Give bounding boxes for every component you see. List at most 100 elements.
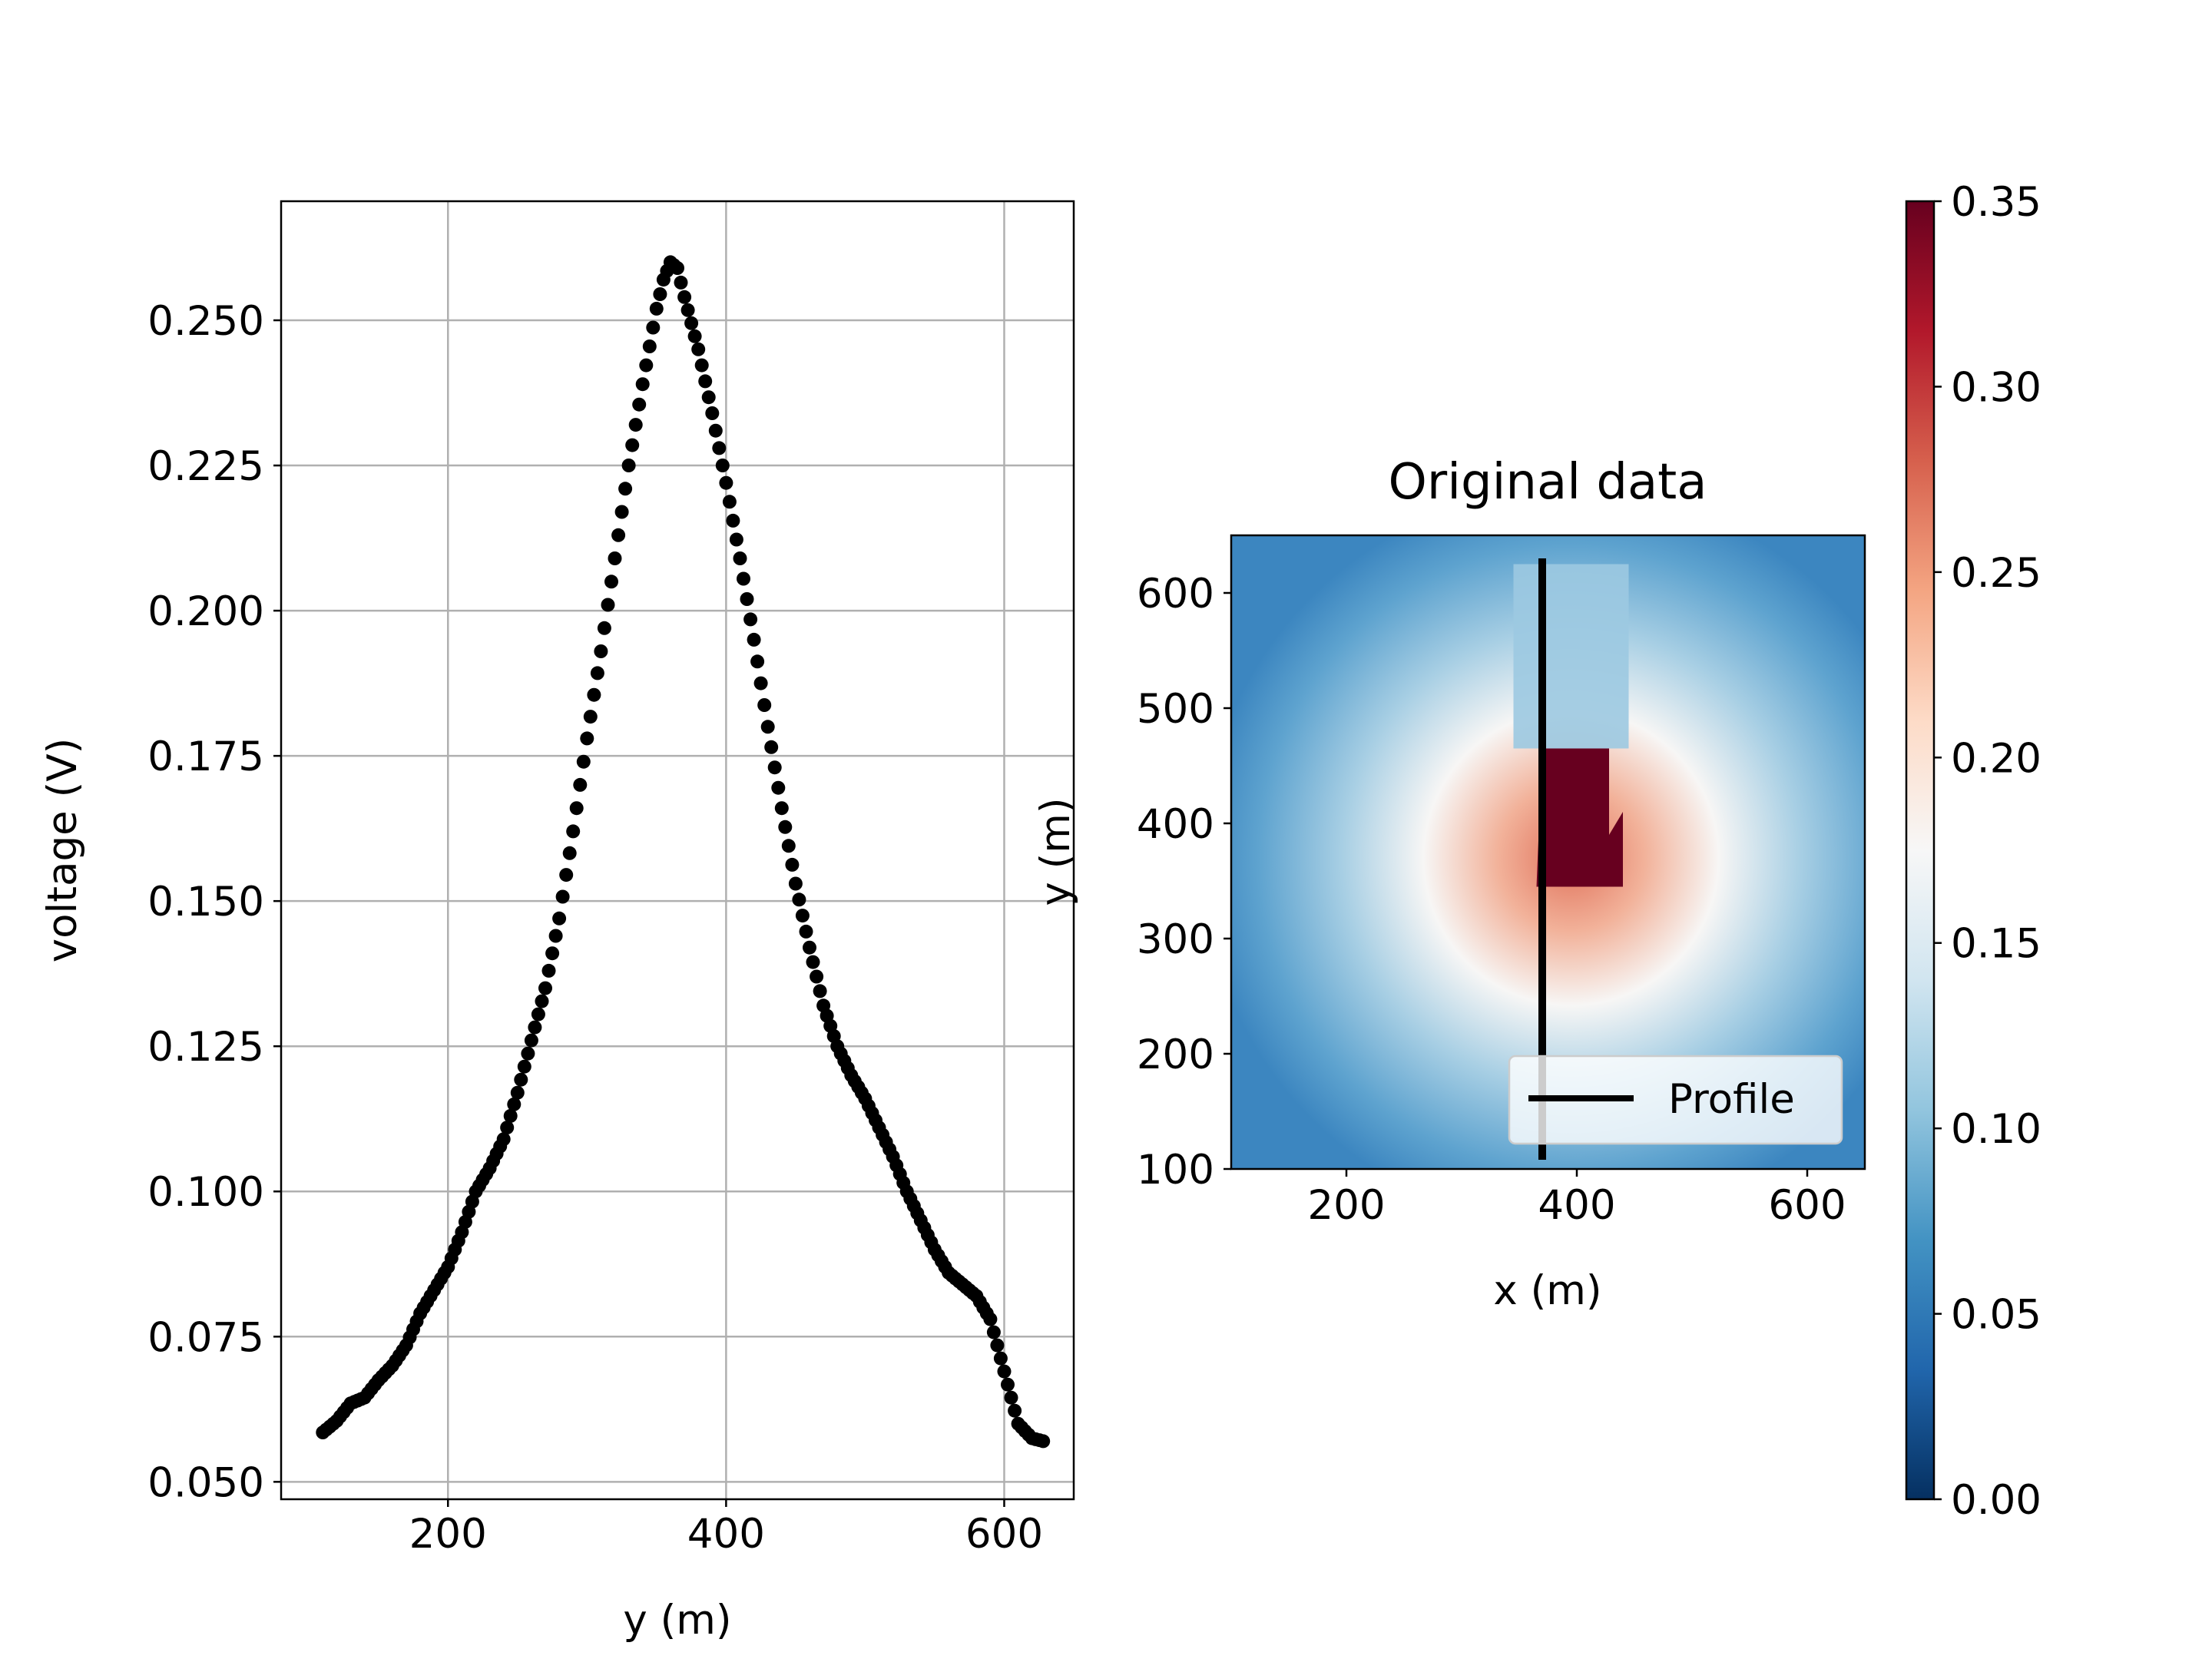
profile-point <box>712 441 727 455</box>
profile-x-label: y (m) <box>623 1597 731 1644</box>
profile-x-tick-label: 600 <box>965 1511 1043 1558</box>
colorbar-frame <box>1905 200 1936 1501</box>
profile-grid <box>281 201 1074 1499</box>
profile-point <box>810 969 824 984</box>
legend-label: Profile <box>1668 1076 1795 1123</box>
profile-y-ticks: 0.050 0.075 0.100 0.125 0.150 0.175 0.200 0.225… <box>147 298 281 1506</box>
profile-point <box>753 676 768 690</box>
profile-point <box>639 358 654 373</box>
profile-point <box>583 710 598 724</box>
profile-point <box>792 892 806 907</box>
profile-point <box>635 377 650 392</box>
profile-point <box>750 654 765 669</box>
map-axes-frame <box>1230 534 1866 1171</box>
colorbar-tick-label: 0.35 <box>1951 179 2041 226</box>
profile-point <box>760 720 775 734</box>
colorbar-tick-label: 0.00 <box>1951 1477 2041 1524</box>
profile-point <box>576 754 591 769</box>
colorbar-tick-label: 0.30 <box>1951 364 2041 411</box>
profile-point <box>740 592 754 606</box>
profile-point <box>653 287 667 301</box>
profile-point <box>684 316 699 330</box>
profile-y-tick-label: 0.075 <box>147 1314 264 1361</box>
profile-point <box>604 575 618 589</box>
profile-y-tick-label: 0.175 <box>147 733 264 780</box>
colorbar-ticks: 0.00 0.05 0.10 0.15 0.20 0.25 0.30 0.35 <box>1934 179 2041 1524</box>
profile-point <box>677 290 692 304</box>
profile-point <box>500 1121 515 1135</box>
profile-point <box>566 824 581 839</box>
profile-x-tick-label: 200 <box>409 1511 487 1558</box>
map-y-tick-label: 200 <box>1137 1031 1214 1078</box>
profile-point <box>611 528 626 542</box>
profile-point <box>555 889 570 904</box>
profile-point <box>701 390 716 405</box>
profile-point <box>496 1132 511 1147</box>
profile-point <box>788 876 803 891</box>
profile-point <box>803 940 816 955</box>
map-plot: 200 400 600 100 200 300 400 500 600 Original da… <box>1032 454 1866 1314</box>
profile-point <box>548 929 563 943</box>
profile-points <box>316 255 1051 1449</box>
profile-point <box>680 303 695 317</box>
colorbar-tick-label: 0.05 <box>1951 1292 2041 1339</box>
profile-point <box>743 612 758 627</box>
colorbar-gradient <box>1906 201 1934 1499</box>
colorbar-tick-label: 0.15 <box>1951 921 2041 968</box>
heatmap-high-block <box>1536 748 1623 887</box>
profile-point <box>705 406 720 420</box>
profile-point <box>990 1338 1005 1353</box>
profile-y-label: voltage (V) <box>39 738 86 962</box>
profile-point <box>997 1364 1012 1379</box>
profile-point <box>983 1312 998 1326</box>
profile-point <box>517 1059 531 1074</box>
profile-point <box>1036 1434 1051 1449</box>
map-x-tick-label: 200 <box>1307 1182 1385 1229</box>
profile-point <box>767 760 782 775</box>
profile-point <box>614 505 629 519</box>
map-y-ticks: 100 200 300 400 500 600 <box>1137 571 1231 1194</box>
profile-axes-frame <box>280 200 1075 1501</box>
profile-point <box>726 513 740 528</box>
profile-y-tick-label: 0.200 <box>147 588 264 635</box>
profile-point <box>580 731 594 746</box>
profile-point <box>993 1351 1008 1366</box>
profile-point <box>538 981 552 995</box>
map-legend: Profile <box>1508 1055 1843 1145</box>
profile-point <box>573 777 588 792</box>
profile-point <box>625 438 640 452</box>
profile-point <box>597 621 611 635</box>
map-x-tick-label: 400 <box>1538 1182 1615 1229</box>
profile-point <box>795 909 810 923</box>
profile-y-tick-label: 0.225 <box>147 443 264 490</box>
map-y-tick-label: 100 <box>1137 1147 1214 1194</box>
map-title: Original data <box>1389 454 1707 511</box>
profile-point <box>552 911 567 926</box>
map-y-tick-label: 400 <box>1137 801 1214 848</box>
profile-x-ticks: 200 400 600 <box>409 1499 1043 1558</box>
profile-y-tick-label: 0.125 <box>147 1024 264 1071</box>
profile-point <box>562 846 577 860</box>
profile-y-tick-label: 0.150 <box>147 879 264 926</box>
profile-point <box>1001 1377 1015 1392</box>
legend-box <box>1508 1055 1843 1145</box>
colorbar-tick-label: 0.25 <box>1951 550 2041 597</box>
profile-y-tick-label: 0.250 <box>147 298 264 345</box>
profile-point <box>747 632 761 647</box>
profile-point <box>528 1020 542 1035</box>
profile-point <box>691 342 706 356</box>
profile-point <box>541 963 556 978</box>
profile-y-tick-label: 0.100 <box>147 1169 264 1216</box>
profile-point <box>535 994 549 1008</box>
profile-point <box>671 261 684 275</box>
map-y-tick-label: 600 <box>1137 571 1214 618</box>
profile-point <box>708 423 723 438</box>
profile-point <box>524 1033 538 1048</box>
profile-point <box>698 374 713 389</box>
profile-point <box>687 329 702 343</box>
profile-point <box>733 551 747 565</box>
profile-point <box>719 475 733 490</box>
profile-point <box>799 924 813 939</box>
profile-point <box>514 1072 528 1087</box>
colorbar-tick-label: 0.10 <box>1951 1106 2041 1153</box>
